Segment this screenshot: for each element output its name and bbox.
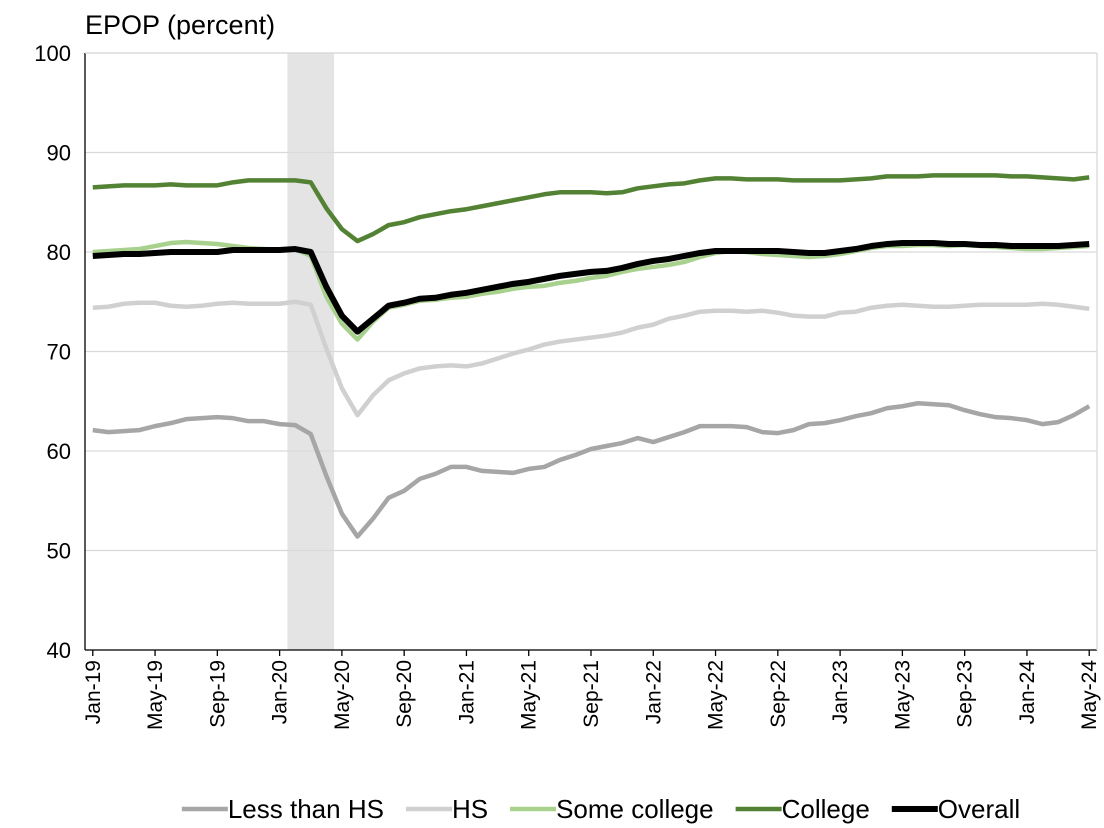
- series-line: [92, 240, 1090, 335]
- x-tick-label: May-19: [144, 660, 167, 730]
- x-tick-label: Jan-22: [642, 660, 665, 724]
- x-tick-label: May-23: [891, 660, 914, 730]
- x-tick-label: May-20: [331, 660, 354, 730]
- y-tick-label: 90: [47, 141, 71, 166]
- y-tick-label: 80: [47, 240, 71, 265]
- legend-label: HS: [452, 794, 488, 824]
- y-tick-label: 50: [47, 539, 71, 564]
- legend-label: Some college: [556, 794, 714, 824]
- x-tick-label: Sep-22: [767, 660, 790, 728]
- y-tick-label: 70: [47, 340, 71, 365]
- x-tick-label: May-21: [518, 660, 541, 730]
- x-tick-label: Sep-21: [580, 660, 603, 728]
- x-tick-label: May-24: [1078, 660, 1101, 730]
- x-tick-label: Jan-23: [829, 660, 852, 724]
- legend-label: Less than HS: [228, 794, 384, 824]
- series-line: [92, 239, 1090, 342]
- series-line: [92, 400, 1091, 539]
- x-tick-label: Jan-19: [82, 660, 105, 724]
- legend-label: College: [782, 794, 870, 824]
- x-tick-label: Jan-20: [269, 660, 292, 724]
- x-tick-label: Sep-20: [393, 660, 416, 728]
- x-tick-label: Jan-21: [455, 660, 478, 724]
- legend-label: Overall: [938, 794, 1020, 824]
- x-tick-label: May-22: [705, 660, 728, 730]
- x-tick-label: Jan-24: [1016, 660, 1039, 725]
- legend: Less than HS HS Some college College Overall: [181, 794, 1020, 824]
- series-line: [92, 299, 1090, 418]
- y-tick-label: 60: [47, 439, 71, 464]
- x-tick-label: Sep-23: [954, 660, 977, 728]
- chart-title: EPOP (percent): [85, 10, 275, 40]
- y-tick-label: 100: [34, 41, 71, 66]
- y-tick-label: 40: [47, 638, 71, 663]
- series-line: [92, 173, 1090, 244]
- x-tick-label: Sep-19: [206, 660, 229, 728]
